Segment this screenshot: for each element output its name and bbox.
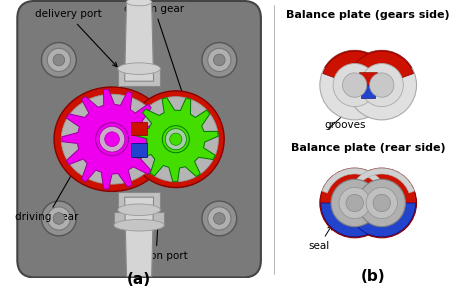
Circle shape	[165, 129, 186, 150]
Polygon shape	[125, 2, 154, 81]
Polygon shape	[134, 98, 218, 182]
FancyBboxPatch shape	[18, 1, 261, 277]
Circle shape	[53, 213, 64, 224]
Circle shape	[360, 63, 403, 107]
Polygon shape	[125, 197, 154, 276]
Text: (b): (b)	[361, 269, 385, 284]
Circle shape	[208, 48, 231, 71]
Circle shape	[358, 179, 405, 227]
Ellipse shape	[114, 219, 164, 231]
Circle shape	[339, 187, 370, 219]
Circle shape	[347, 50, 417, 120]
Circle shape	[346, 194, 364, 212]
Circle shape	[343, 73, 367, 97]
Wedge shape	[323, 51, 389, 97]
Ellipse shape	[127, 0, 152, 6]
Text: Balance plate (rear side): Balance plate (rear side)	[291, 143, 446, 153]
Circle shape	[333, 63, 376, 107]
Circle shape	[373, 194, 391, 212]
Circle shape	[99, 126, 125, 152]
Circle shape	[47, 207, 71, 230]
Circle shape	[41, 201, 76, 236]
Wedge shape	[322, 168, 387, 193]
Circle shape	[370, 73, 394, 97]
Bar	[360, 185, 376, 203]
Bar	[360, 203, 376, 222]
Text: suction port: suction port	[125, 219, 187, 261]
Circle shape	[47, 48, 71, 71]
Circle shape	[202, 201, 237, 236]
Bar	[118, 192, 160, 210]
Polygon shape	[125, 197, 154, 276]
Circle shape	[366, 187, 397, 219]
Circle shape	[41, 43, 76, 77]
Ellipse shape	[54, 87, 170, 192]
Text: seal: seal	[308, 226, 332, 251]
Bar	[359, 72, 377, 85]
Text: (a): (a)	[127, 272, 151, 287]
Polygon shape	[125, 2, 154, 81]
Wedge shape	[348, 203, 416, 237]
Circle shape	[105, 132, 119, 147]
Text: Balance plate (gears side): Balance plate (gears side)	[286, 10, 450, 20]
Text: driven gear: driven gear	[124, 3, 185, 99]
Wedge shape	[321, 203, 389, 237]
Circle shape	[162, 126, 190, 153]
Circle shape	[96, 123, 128, 156]
Circle shape	[202, 43, 237, 77]
Circle shape	[320, 50, 390, 120]
Wedge shape	[349, 168, 414, 193]
Wedge shape	[325, 50, 385, 70]
Text: delivery port: delivery port	[35, 10, 117, 67]
Ellipse shape	[118, 63, 160, 74]
Circle shape	[331, 179, 378, 227]
Text: driving gear: driving gear	[15, 172, 79, 222]
Text: grooves: grooves	[325, 96, 367, 130]
Bar	[114, 212, 164, 225]
Bar	[131, 143, 147, 157]
Ellipse shape	[118, 204, 160, 215]
Ellipse shape	[128, 91, 224, 187]
Circle shape	[213, 213, 225, 224]
Bar	[362, 85, 375, 98]
Circle shape	[208, 207, 231, 230]
Wedge shape	[352, 50, 412, 70]
Ellipse shape	[61, 94, 163, 184]
Circle shape	[213, 54, 225, 66]
Wedge shape	[348, 51, 413, 97]
Bar	[118, 69, 160, 86]
Circle shape	[320, 168, 390, 238]
Ellipse shape	[133, 97, 219, 182]
Circle shape	[347, 168, 417, 238]
Circle shape	[53, 54, 64, 66]
Polygon shape	[62, 89, 161, 189]
Circle shape	[170, 133, 182, 145]
Bar	[131, 122, 147, 135]
